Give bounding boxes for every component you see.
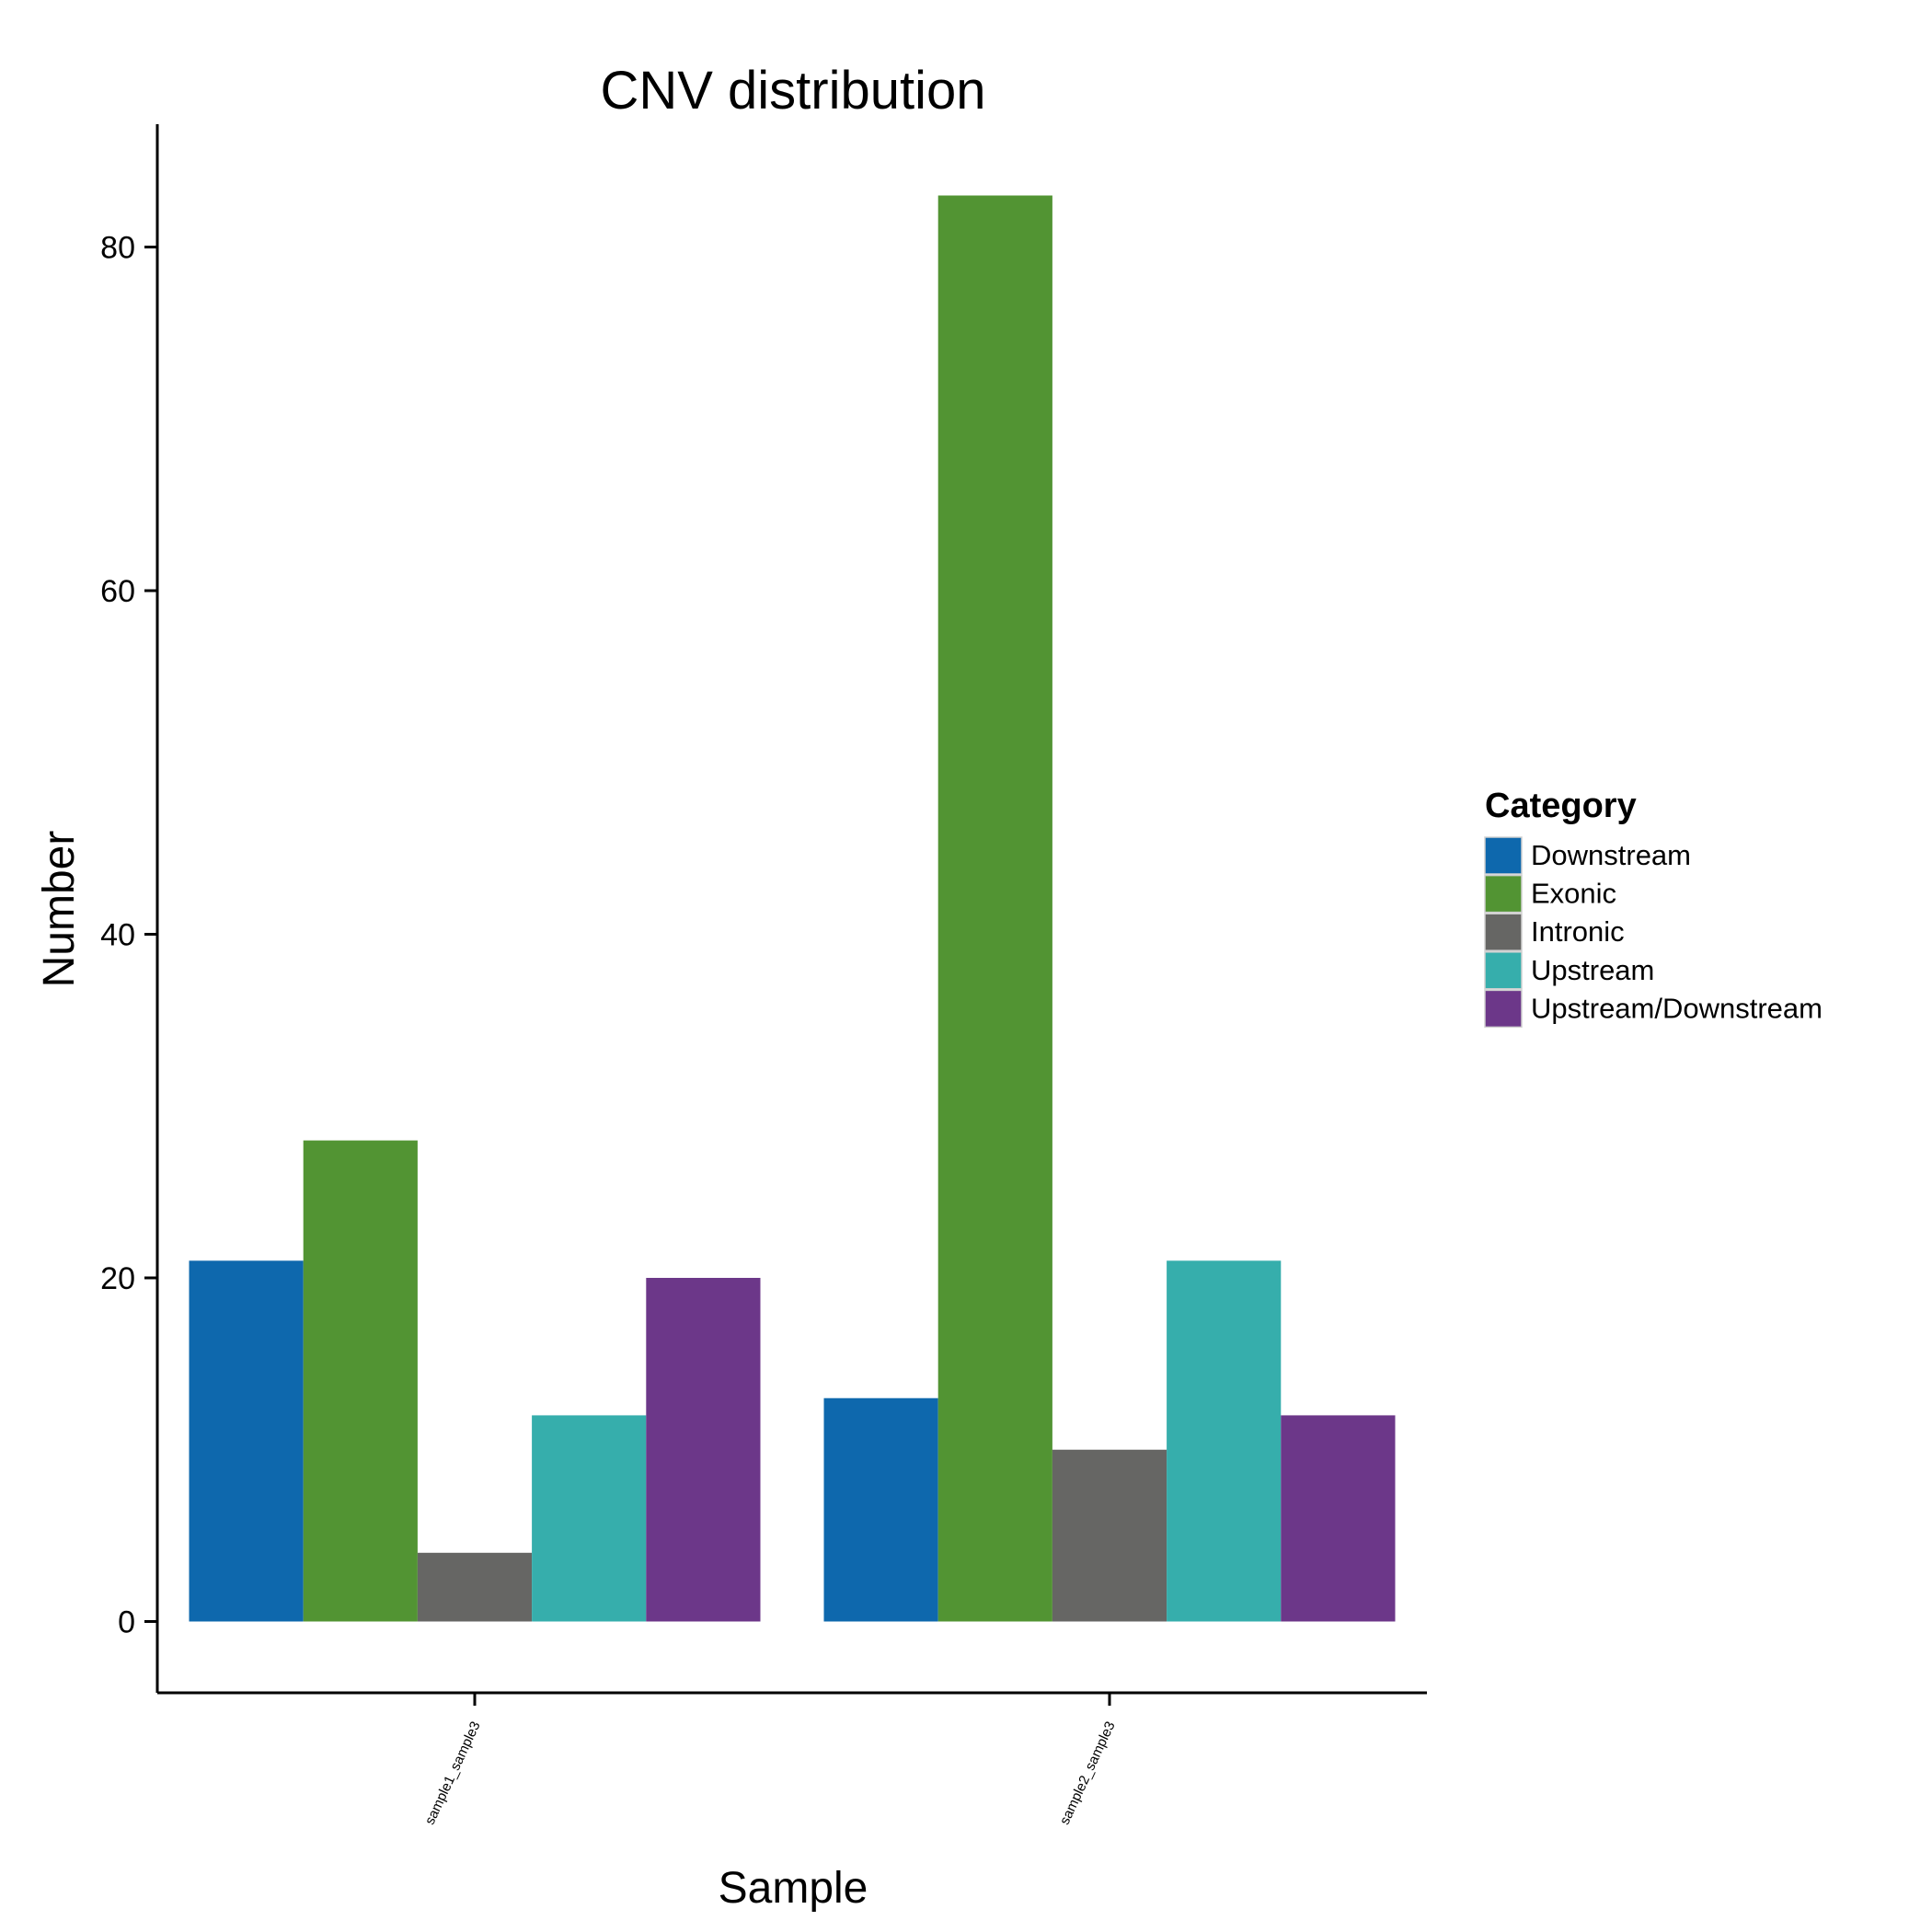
bar-sample1_sample3-intronic [417,1552,533,1622]
bars [189,195,1396,1622]
bar-sample2_sample3-intronic [1052,1449,1167,1622]
legend: Category Downstream Exonic Intronic Upstrea… [1484,787,1823,1029]
y-tick-label: 20 [100,1261,135,1296]
bar-sample2_sample3-upstream-downstream [1281,1415,1396,1622]
legend-label: Upstream/Downstream [1531,992,1823,1024]
legend-label: Intronic [1531,915,1625,948]
legend-swatch [1484,951,1523,990]
x-tick-label: sample2_sample3 [1057,1719,1119,1828]
y-tick-label: 0 [118,1605,135,1640]
y-tick-label: 40 [100,918,135,953]
x-tick-label: sample1_sample3 [422,1719,484,1828]
legend-label: Exonic [1531,878,1616,910]
y-tick-label: 60 [100,574,135,609]
chart-title: CNV distribution [600,61,985,121]
legend-title: Category [1485,787,1637,825]
legend-swatch [1484,989,1523,1029]
bar-sample2_sample3-downstream [823,1397,938,1622]
bar-sample1_sample3-upstream-downstream [646,1278,761,1622]
bar-sample2_sample3-upstream [1167,1260,1282,1622]
x-axis: sample1_sample3 sample2_sample3 [157,1691,1427,1828]
legend-label: Upstream [1531,954,1654,986]
x-axis-title: Sample [719,1864,868,1913]
bar-sample2_sample3-exonic [937,195,1052,1622]
legend-swatch [1484,874,1523,914]
legend-swatch [1484,913,1523,951]
y-tick-label: 80 [100,231,135,266]
bar-sample1_sample3-downstream [189,1260,304,1622]
y-axis-title: Number [35,831,84,988]
bar-sample1_sample3-upstream [532,1415,647,1622]
y-axis: 0 20 40 60 80 [100,124,159,1693]
legend-label: Downstream [1531,839,1691,871]
bar-sample1_sample3-exonic [303,1140,418,1622]
legend-swatch [1484,836,1523,875]
